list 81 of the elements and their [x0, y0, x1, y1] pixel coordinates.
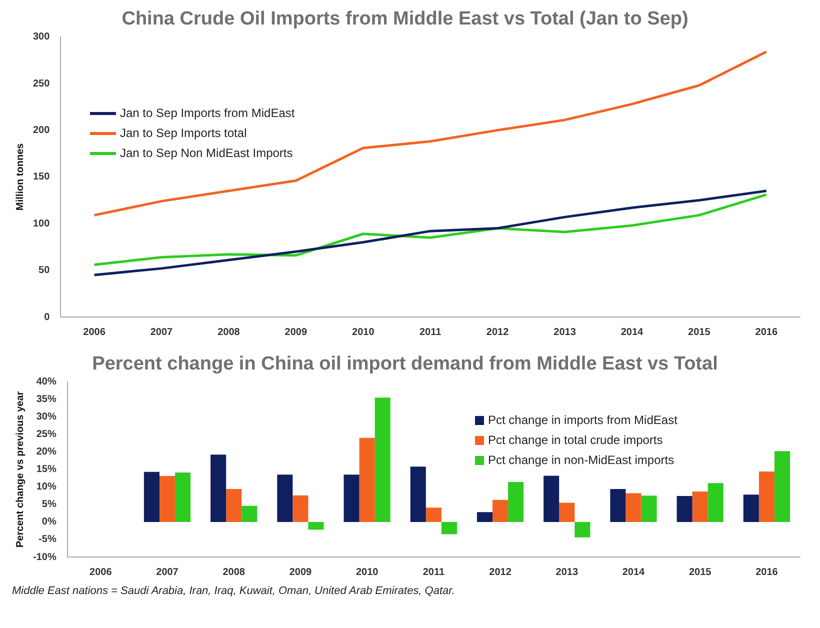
bar	[308, 522, 324, 530]
x-tick-label: 2016	[756, 566, 778, 578]
bar	[175, 472, 191, 522]
y-tick-label: 250	[32, 78, 50, 90]
bar	[210, 454, 226, 522]
y-tick-label: 30%	[36, 412, 56, 423]
x-tick-label: 2015	[688, 326, 711, 338]
bar	[641, 496, 657, 522]
x-tick-label: 2011	[422, 566, 445, 578]
y-tick-label: 100	[32, 218, 50, 230]
x-tick-label: 2010	[356, 566, 379, 578]
x-tick-label: 2008	[218, 326, 240, 338]
y-axis-title: Percent change vs previous year	[14, 391, 26, 548]
chart-title: Percent change in China oil import demand from Middle East vs Total	[92, 354, 718, 375]
x-tick-label: 2006	[83, 326, 106, 338]
bar	[574, 522, 590, 538]
x-tick-label: 2015	[688, 566, 712, 578]
bar	[492, 500, 508, 522]
x-tick-label: 2013	[556, 566, 578, 578]
bar	[426, 508, 442, 522]
y-tick-label: 20%	[36, 446, 56, 458]
bar	[159, 476, 176, 522]
x-tick-label: 2011	[419, 326, 442, 338]
bar	[708, 483, 724, 522]
y-tick-label: 5%	[42, 499, 56, 510]
y-axis-title: Million tonnes	[14, 142, 26, 211]
x-tick-label: 2009	[289, 566, 312, 578]
y-tick-label: -5%	[38, 534, 56, 546]
y-tick-label: 35%	[36, 394, 56, 406]
legend-label: Pct change in total crude imports	[488, 433, 663, 447]
bar	[374, 398, 390, 522]
y-tick-label: 300	[32, 32, 50, 43]
y-tick-label: 0%	[42, 516, 56, 528]
bar	[441, 522, 457, 534]
x-tick-label: 2012	[486, 326, 510, 338]
x-tick-label: 2010	[352, 326, 375, 338]
bar	[344, 474, 360, 522]
bar	[544, 476, 560, 522]
x-tick-label: 2012	[489, 566, 512, 578]
legend-label: Jan to Sep Imports from MidEast	[120, 106, 295, 120]
y-tick-label: 150	[32, 172, 50, 183]
bar	[277, 474, 293, 522]
bar	[359, 438, 375, 522]
x-tick-label: 2006	[90, 566, 112, 578]
bar	[226, 489, 242, 522]
y-tick-label: 25%	[36, 429, 56, 440]
x-tick-label: 2007	[156, 566, 179, 578]
y-tick-label: 200	[32, 124, 50, 136]
bar	[476, 512, 493, 522]
legend-label: Jan to Sep Non MidEast Imports	[120, 146, 293, 160]
x-tick-label: 2014	[620, 326, 644, 338]
bar	[410, 466, 426, 522]
y-tick-label: 15%	[36, 464, 56, 476]
y-tick-label: 40%	[36, 376, 56, 388]
text: Middle East nations = Saudi Arabia, Iran, Iraq, Kuwait, Oman, United Arab Emirates, Qatar.	[12, 585, 456, 597]
legend-label: Pct change in non-MidEast imports	[488, 453, 674, 467]
x-tick-label: 2008	[222, 566, 246, 578]
y-tick-label: 0	[44, 312, 50, 323]
bar	[508, 482, 524, 522]
bar	[743, 494, 759, 522]
bar	[692, 491, 708, 522]
legend-label: Pct change in imports from MidEast	[488, 413, 678, 427]
x-tick-label: 2009	[284, 326, 308, 338]
bar	[676, 496, 692, 522]
x-tick-label: 2014	[622, 566, 646, 578]
y-tick-label: 50	[38, 265, 50, 276]
x-tick-label: 2013	[554, 326, 576, 338]
bar	[610, 489, 626, 522]
legend-label: Jan to Sep Imports total	[120, 126, 247, 140]
bar	[242, 506, 258, 522]
x-tick-label: 2016	[755, 326, 778, 338]
bar	[144, 472, 160, 522]
y-tick-label: 10%	[36, 482, 56, 493]
chart-title: China Crude Oil Imports from Middle East vs Total (Jan to Sep)	[122, 8, 688, 30]
bar	[774, 451, 790, 522]
bar	[559, 502, 575, 522]
x-tick-label: 2007	[150, 326, 174, 338]
bar	[626, 493, 642, 522]
y-tick-label: -10%	[32, 552, 56, 563]
bar	[758, 472, 774, 522]
bar	[292, 495, 308, 522]
